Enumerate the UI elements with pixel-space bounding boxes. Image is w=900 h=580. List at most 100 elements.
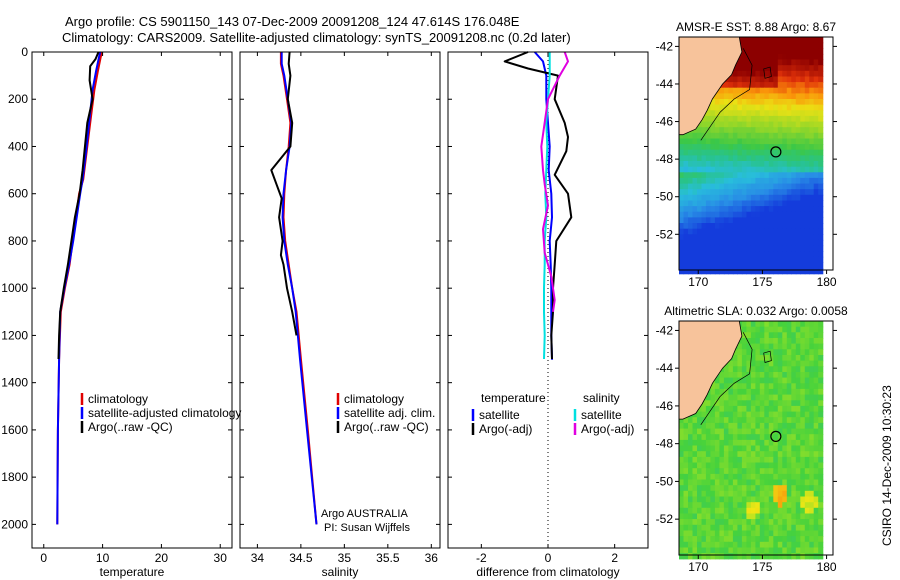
map-cell bbox=[741, 462, 747, 469]
y-tick-label: -52 bbox=[656, 512, 674, 526]
map-cell bbox=[737, 172, 743, 179]
map-cell bbox=[782, 104, 788, 111]
map-cell bbox=[795, 321, 801, 328]
map-cell bbox=[683, 462, 689, 469]
map-cell bbox=[750, 434, 756, 441]
map-cell bbox=[809, 485, 815, 492]
map-cell bbox=[755, 502, 761, 509]
map-cell bbox=[741, 234, 747, 241]
map-cell bbox=[795, 37, 801, 44]
y-tick-label: 1800 bbox=[1, 470, 28, 484]
map-cell bbox=[773, 536, 779, 543]
map-cell bbox=[777, 115, 783, 123]
map-cell bbox=[813, 530, 819, 537]
map-cell bbox=[813, 48, 819, 55]
map-cell bbox=[795, 445, 801, 452]
map-cell bbox=[683, 553, 689, 560]
map-cell bbox=[764, 268, 770, 275]
legend-label: Argo(..raw -QC) bbox=[344, 420, 429, 434]
map-cell bbox=[750, 541, 756, 549]
map-cell bbox=[679, 256, 685, 263]
map-cell bbox=[737, 132, 743, 139]
map-cell bbox=[759, 48, 765, 55]
map-cell bbox=[773, 268, 779, 275]
map-cell bbox=[719, 400, 725, 407]
map-cell bbox=[705, 251, 711, 258]
map-cell bbox=[697, 144, 703, 151]
map-cell bbox=[782, 268, 788, 275]
map-cell bbox=[732, 76, 738, 83]
map-cell bbox=[786, 473, 792, 481]
map-cell bbox=[714, 211, 720, 218]
map-cell bbox=[746, 245, 752, 252]
map-cell bbox=[679, 268, 685, 275]
map-cell bbox=[746, 451, 752, 458]
map-cell bbox=[759, 217, 765, 224]
map-cell bbox=[750, 332, 756, 339]
map-cell bbox=[777, 338, 783, 345]
map-cell bbox=[701, 234, 707, 241]
map-cell bbox=[759, 326, 765, 333]
map-cell bbox=[818, 138, 824, 145]
map-cell bbox=[683, 496, 689, 503]
map-cell bbox=[804, 411, 810, 418]
map-cell bbox=[723, 541, 729, 549]
map-cell bbox=[809, 183, 815, 190]
bathymetry-contour bbox=[763, 66, 772, 79]
map-cell bbox=[723, 417, 729, 424]
map-cell bbox=[795, 183, 801, 190]
map-cell bbox=[697, 541, 703, 549]
map-cell bbox=[732, 99, 738, 106]
map-cell bbox=[714, 121, 720, 128]
map-cell bbox=[773, 115, 779, 123]
map-cell bbox=[777, 428, 783, 435]
map-cell bbox=[759, 262, 765, 269]
map-cell bbox=[750, 479, 756, 486]
y-tick-label: 2000 bbox=[1, 517, 28, 531]
map-cell bbox=[795, 394, 801, 401]
map-cell bbox=[737, 245, 743, 252]
map-cell bbox=[813, 256, 819, 263]
map-cell bbox=[755, 332, 761, 339]
map-cell bbox=[755, 59, 761, 66]
map-cell bbox=[679, 468, 685, 475]
map-cell bbox=[719, 144, 725, 151]
map-cell bbox=[764, 338, 770, 345]
map-cell bbox=[679, 149, 685, 156]
map-cell bbox=[759, 121, 765, 128]
map-cell bbox=[719, 439, 725, 447]
map-cell bbox=[697, 138, 703, 145]
map-cell bbox=[723, 268, 729, 275]
map-cell bbox=[719, 434, 725, 441]
map-cell bbox=[755, 530, 761, 537]
map-cell bbox=[697, 228, 703, 235]
map-cell bbox=[786, 99, 792, 106]
map-cell bbox=[791, 502, 797, 509]
map-cell bbox=[764, 394, 770, 401]
map-cell bbox=[732, 496, 738, 503]
map-cell bbox=[791, 513, 797, 520]
map-cell bbox=[755, 37, 761, 44]
map-cell bbox=[809, 462, 815, 469]
map-cell bbox=[701, 262, 707, 269]
map-cell bbox=[683, 513, 689, 520]
map-cell bbox=[719, 234, 725, 241]
map-cell bbox=[746, 217, 752, 224]
map-cell bbox=[741, 524, 747, 532]
map-cell bbox=[813, 172, 819, 179]
map-cell bbox=[719, 473, 725, 481]
map-cell bbox=[809, 161, 815, 168]
map-cell bbox=[795, 434, 801, 441]
map-cell bbox=[764, 132, 770, 139]
map-cell bbox=[791, 473, 797, 481]
map-cell bbox=[755, 262, 761, 269]
map-cell bbox=[732, 189, 738, 196]
map-cell bbox=[728, 422, 734, 430]
map-cell bbox=[737, 217, 743, 224]
map-cell bbox=[782, 326, 788, 333]
map-cell bbox=[688, 513, 694, 520]
map-cell bbox=[786, 349, 792, 356]
legend-label: Argo(-adj) bbox=[581, 422, 634, 436]
map-cell bbox=[795, 53, 801, 61]
map-cell bbox=[791, 206, 797, 213]
